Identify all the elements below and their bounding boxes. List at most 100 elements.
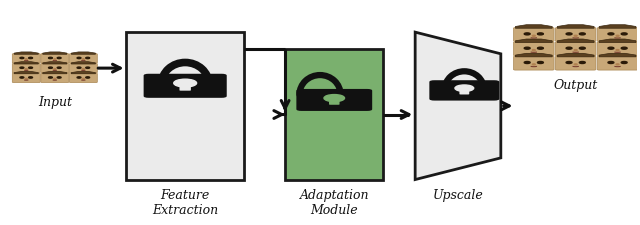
Circle shape (566, 48, 572, 50)
Circle shape (604, 46, 632, 55)
Circle shape (26, 69, 28, 70)
Circle shape (538, 48, 543, 50)
Text: Adaptation
Module: Adaptation Module (300, 188, 369, 216)
Polygon shape (515, 54, 552, 58)
Circle shape (77, 68, 81, 69)
Circle shape (29, 77, 33, 79)
Circle shape (574, 36, 577, 37)
Text: Upscale: Upscale (433, 188, 483, 201)
Circle shape (57, 68, 61, 69)
Text: Output: Output (554, 79, 598, 92)
Circle shape (20, 68, 24, 69)
FancyBboxPatch shape (143, 74, 227, 98)
Circle shape (621, 62, 627, 64)
Circle shape (45, 57, 64, 63)
FancyBboxPatch shape (597, 28, 638, 42)
Circle shape (532, 36, 535, 37)
Circle shape (86, 77, 90, 79)
FancyBboxPatch shape (179, 84, 191, 91)
Circle shape (538, 62, 543, 64)
Polygon shape (557, 40, 594, 43)
Circle shape (29, 58, 33, 59)
Circle shape (324, 95, 344, 102)
Polygon shape (14, 72, 38, 74)
Polygon shape (14, 62, 38, 65)
FancyBboxPatch shape (69, 54, 97, 64)
Circle shape (621, 48, 627, 50)
Circle shape (520, 60, 548, 70)
FancyBboxPatch shape (41, 74, 68, 83)
Circle shape (532, 65, 535, 66)
Circle shape (616, 36, 619, 37)
Circle shape (74, 57, 93, 63)
Polygon shape (43, 53, 67, 55)
Polygon shape (599, 26, 636, 29)
FancyBboxPatch shape (429, 81, 499, 101)
Circle shape (562, 46, 589, 55)
FancyBboxPatch shape (69, 64, 97, 74)
Polygon shape (71, 72, 95, 74)
FancyBboxPatch shape (285, 50, 383, 180)
FancyBboxPatch shape (597, 43, 638, 56)
Circle shape (83, 79, 84, 80)
Circle shape (616, 50, 619, 51)
Circle shape (524, 34, 530, 36)
Circle shape (574, 50, 577, 51)
FancyBboxPatch shape (12, 74, 40, 83)
Circle shape (579, 34, 585, 36)
Circle shape (579, 62, 585, 64)
Polygon shape (415, 33, 501, 180)
Circle shape (20, 77, 24, 79)
FancyBboxPatch shape (329, 99, 340, 105)
Circle shape (574, 65, 577, 66)
Polygon shape (557, 54, 594, 58)
Circle shape (174, 80, 196, 88)
Circle shape (455, 86, 474, 92)
FancyBboxPatch shape (556, 28, 596, 42)
Circle shape (57, 58, 61, 59)
Circle shape (74, 76, 93, 82)
FancyBboxPatch shape (41, 54, 68, 64)
Circle shape (74, 66, 93, 73)
Circle shape (604, 32, 632, 41)
Circle shape (17, 66, 35, 73)
Circle shape (45, 76, 64, 82)
Circle shape (621, 34, 627, 36)
FancyBboxPatch shape (41, 64, 68, 74)
FancyBboxPatch shape (127, 33, 244, 180)
FancyBboxPatch shape (513, 57, 554, 71)
Circle shape (17, 57, 35, 63)
Polygon shape (515, 26, 552, 29)
FancyBboxPatch shape (12, 54, 40, 64)
Circle shape (608, 48, 614, 50)
Circle shape (26, 79, 28, 80)
Polygon shape (557, 26, 594, 29)
Circle shape (604, 60, 632, 70)
Circle shape (520, 46, 548, 55)
FancyBboxPatch shape (460, 89, 469, 95)
Circle shape (579, 48, 585, 50)
FancyBboxPatch shape (513, 28, 554, 42)
Circle shape (20, 58, 24, 59)
Polygon shape (71, 62, 95, 65)
Circle shape (49, 58, 52, 59)
Circle shape (562, 60, 589, 70)
Circle shape (538, 34, 543, 36)
Circle shape (86, 68, 90, 69)
Circle shape (616, 65, 619, 66)
Circle shape (83, 69, 84, 70)
Polygon shape (71, 53, 95, 55)
FancyBboxPatch shape (556, 43, 596, 56)
Circle shape (608, 62, 614, 64)
Circle shape (45, 66, 64, 73)
Circle shape (86, 58, 90, 59)
Circle shape (77, 77, 81, 79)
Circle shape (562, 32, 589, 41)
Text: Input: Input (38, 96, 72, 108)
Circle shape (524, 62, 530, 64)
Circle shape (49, 68, 52, 69)
Circle shape (566, 34, 572, 36)
Circle shape (77, 58, 81, 59)
Polygon shape (599, 54, 636, 58)
Polygon shape (515, 40, 552, 43)
